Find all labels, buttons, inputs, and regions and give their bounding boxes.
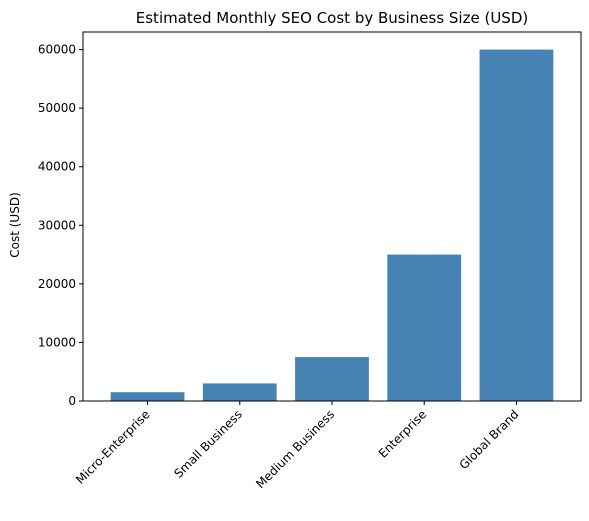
- y-axis-label: Cost (USD): [8, 192, 22, 258]
- x-tick-label: Global Brand: [457, 407, 522, 472]
- bars-layer: [110, 49, 554, 401]
- bar-global-brand: [479, 49, 554, 401]
- y-tick-label: 60000: [38, 43, 76, 57]
- y-tick-label: 40000: [38, 160, 76, 174]
- x-tick-label: Micro-Enterprise: [73, 407, 153, 487]
- bar-medium-business: [295, 357, 369, 401]
- y-tick-label: 20000: [38, 277, 76, 291]
- bar-micro-enterprise: [110, 392, 185, 401]
- plot-frame: [82, 31, 582, 402]
- x-axis-ticks: Micro-Enterprise Small Business Medium Bus…: [73, 401, 522, 491]
- chart-title: Estimated Monthly SEO Cost by Business S…: [136, 9, 528, 27]
- y-tick-label: 30000: [38, 218, 76, 232]
- y-tick-label: 0: [68, 394, 76, 408]
- x-tick-label: Enterprise: [376, 407, 430, 461]
- x-tick-label: Small Business: [171, 407, 245, 481]
- bar-small-business: [202, 383, 277, 401]
- y-axis-ticks: 0 10000 20000 30000 40000 50000 60000: [38, 43, 83, 408]
- x-tick-label: Medium Business: [253, 407, 337, 491]
- y-tick-label: 10000: [38, 335, 76, 349]
- y-tick-label: 50000: [38, 101, 76, 115]
- bar-enterprise: [387, 254, 462, 401]
